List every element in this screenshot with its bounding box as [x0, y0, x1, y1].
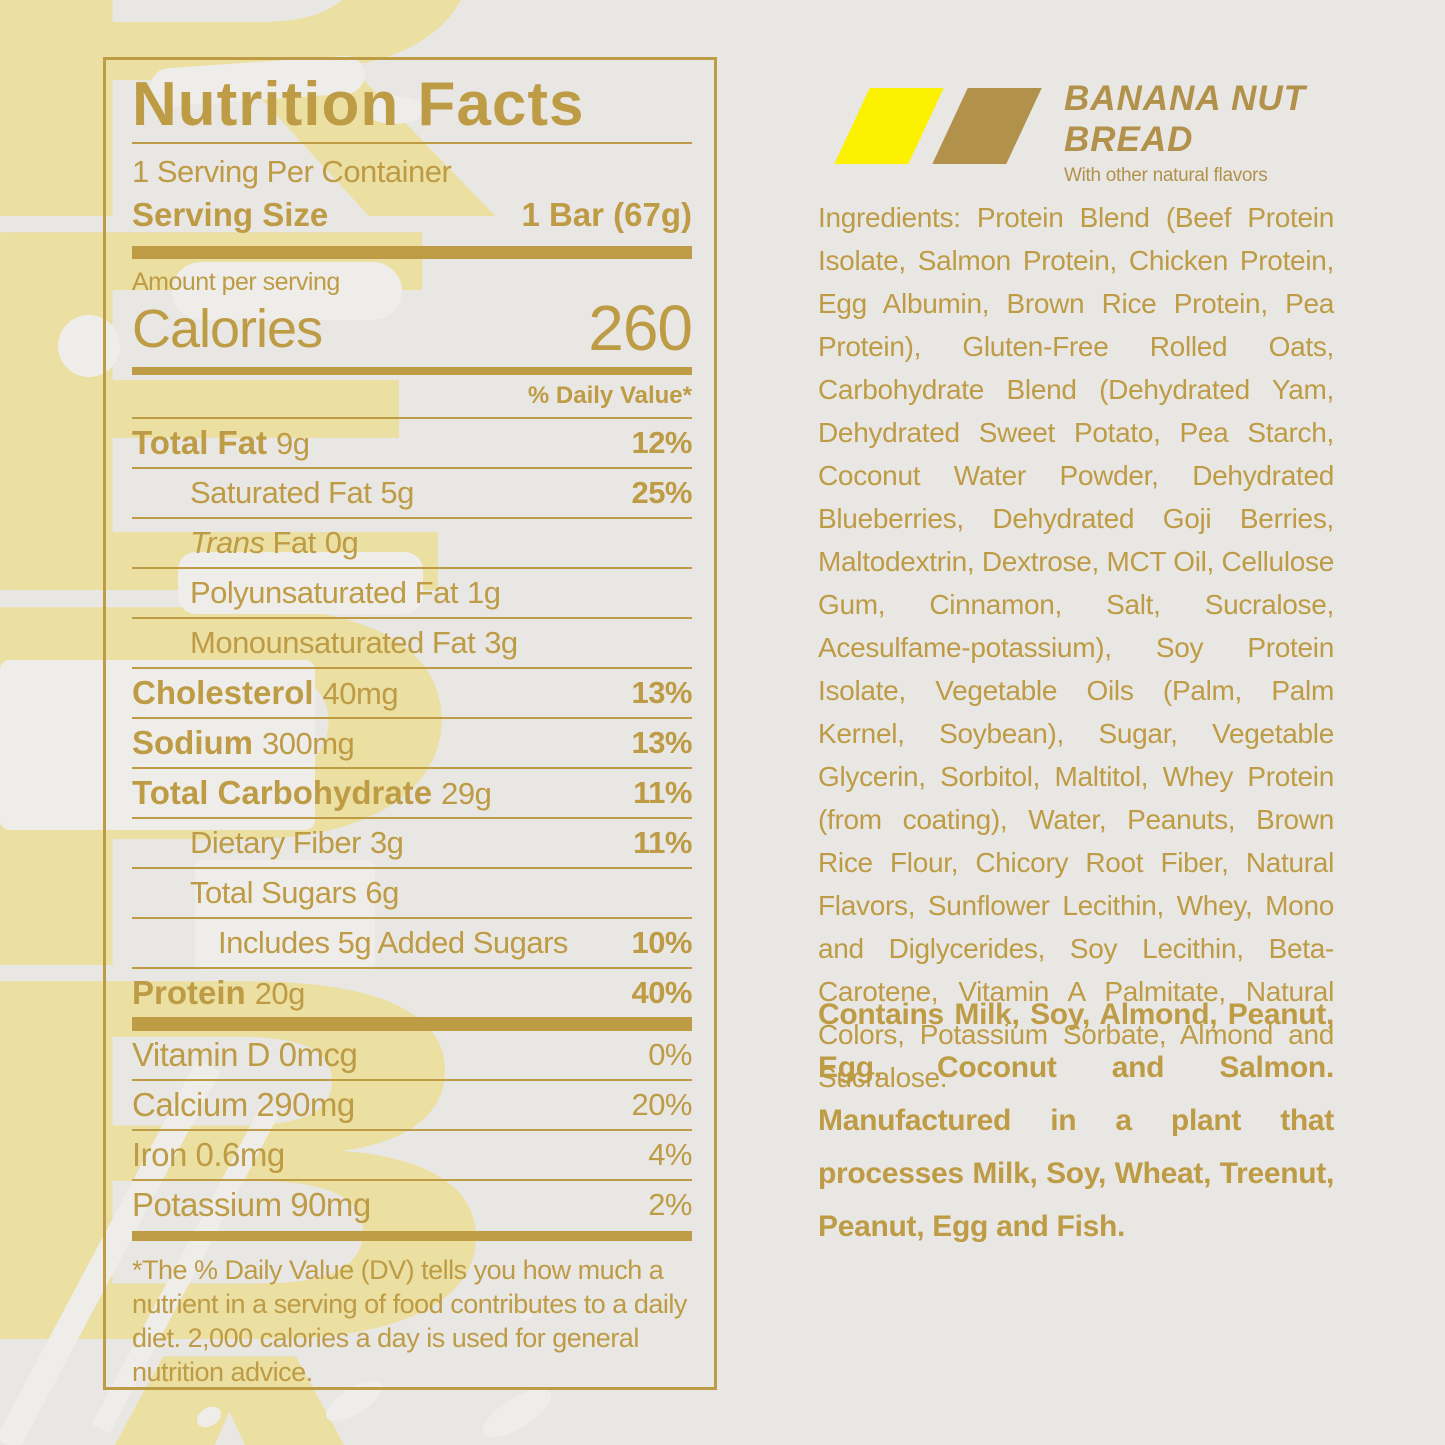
- nutrient-dv: 11%: [633, 825, 692, 860]
- nutrient-dv: 13%: [631, 725, 692, 760]
- nutrient-dv: 13%: [631, 675, 692, 710]
- flavor-name-line2: BREAD: [1064, 120, 1194, 159]
- nutrient-name: Sodium: [132, 724, 253, 761]
- nutrient-dv: 2%: [648, 1187, 692, 1222]
- distress-mark: [365, 96, 425, 124]
- nutrient-name: Iron 0.6mg: [132, 1136, 285, 1173]
- calories-label: Calories: [132, 299, 323, 359]
- nutrient-name-italic: Trans: [190, 525, 265, 560]
- background-watermark: REPBAR: [0, 0, 632, 1445]
- brand-logo: BANANA NUT BREAD With other natural flav…: [834, 79, 1306, 187]
- nutrient-name: Polyunsaturated Fat: [190, 575, 458, 610]
- serving-size-label: Serving Size: [132, 196, 329, 233]
- nutrient-row-protein: Protein 20g 40%: [132, 967, 692, 1017]
- nutrition-facts-title: Nutrition Facts: [132, 70, 585, 139]
- serving-size-row: Serving Size 1 Bar (67g): [132, 194, 692, 236]
- distress-mark: [58, 315, 120, 377]
- nutrient-dv: 40%: [631, 975, 692, 1010]
- nutrient-name: Fat: [272, 525, 316, 560]
- nutrient-row-total-sugars: Total Sugars 6g: [132, 867, 692, 917]
- nutrient-name: Total Carbohydrate: [132, 774, 433, 811]
- nutrition-facts-panel: Nutrition Facts 1 Serving Per Container …: [103, 57, 717, 1390]
- nutrient-amount: 9g: [276, 426, 310, 461]
- nutrient-amount: 40mg: [322, 676, 399, 711]
- ingredients-paragraph: Ingredients: Protein Blend (Beef Protein…: [818, 202, 1334, 1093]
- distress-mark: [172, 262, 402, 320]
- thick-divider: [132, 246, 692, 259]
- nutrient-row-total-fat: Total Fat 9g 12%: [132, 417, 692, 467]
- nutrient-amount: 3g: [484, 625, 518, 660]
- nutrient-row-saturated-fat: Saturated Fat 5g 25%: [132, 467, 692, 517]
- nutrient-name: Saturated Fat: [190, 475, 372, 510]
- nutrient-row-added-sugars: Includes 5g Added Sugars 10%: [132, 917, 692, 967]
- nutrient-dv: 0%: [648, 1037, 692, 1072]
- daily-value-header: % Daily Value*: [527, 382, 692, 409]
- micro-row-vitamin-d: Vitamin D 0mcg 0%: [132, 1031, 692, 1079]
- micro-row-calcium: Calcium 290mg 20%: [132, 1079, 692, 1129]
- logo-parallelogram-gold-icon: [932, 88, 1042, 164]
- amount-per-serving-label: Amount per serving: [132, 268, 340, 296]
- nutrient-dv: 10%: [631, 925, 692, 960]
- divider: [132, 142, 692, 144]
- nutrient-dv: 11%: [633, 775, 692, 810]
- nutrient-name: Dietary Fiber: [190, 825, 361, 860]
- allergen-statement: Contains Milk, Soy, Almond, Peanut, Egg,…: [818, 998, 1334, 1243]
- daily-value-footnote: *The % Daily Value (DV) tells you how mu…: [132, 1255, 687, 1387]
- logo-parallelogram-yellow-icon: [834, 88, 944, 164]
- nutrient-amount: 20g: [254, 976, 306, 1011]
- flavor-name-line1: BANANA NUT: [1064, 79, 1307, 118]
- nutrient-row-dietary-fiber: Dietary Fiber 3g 11%: [132, 817, 692, 867]
- nutrient-name: Potassium 90mg: [132, 1186, 371, 1223]
- micro-row-potassium: Potassium 90mg 2%: [132, 1179, 692, 1229]
- nutrient-dv: 12%: [631, 425, 692, 460]
- calories-row: Calories 260: [132, 292, 693, 364]
- nutrient-name: Protein: [132, 974, 246, 1011]
- nutrient-row-total-carbohydrate: Total Carbohydrate 29g 11%: [132, 767, 692, 817]
- nutrient-name: Vitamin D 0mcg: [132, 1036, 358, 1073]
- nutrient-row-cholesterol: Cholesterol 40mg 13%: [132, 667, 692, 717]
- nutrient-row-monounsaturated-fat: Monounsaturated Fat 3g: [132, 617, 692, 667]
- nutrient-dv: 4%: [648, 1137, 692, 1172]
- distress-mark: [0, 660, 315, 830]
- nutrient-row-sodium: Sodium 300mg 13%: [132, 717, 692, 767]
- watermark-letters: REPBAR: [0, 0, 512, 1445]
- nutrient-name: Total Fat: [132, 424, 268, 461]
- nutrient-dv: 25%: [631, 475, 692, 510]
- nutrient-amount: 3g: [369, 825, 404, 860]
- distress-mark: [195, 860, 375, 970]
- nutrient-amount: 0g: [324, 525, 359, 560]
- flavor-block: BANANA NUT BREAD With other natural flav…: [1064, 78, 1306, 187]
- medium-divider: [132, 367, 692, 375]
- distress-mark: [178, 552, 423, 614]
- nutrient-amount: 300mg: [262, 726, 355, 761]
- nutrient-name: Monounsaturated Fat: [190, 625, 476, 660]
- thick-divider: [132, 1017, 692, 1031]
- nutrient-name: Total Sugars: [190, 875, 357, 910]
- footnote-divider: [132, 1231, 692, 1241]
- nutrient-row-polyunsaturated-fat: Polyunsaturated Fat 1g: [132, 567, 692, 617]
- calories-value: 260: [588, 292, 693, 364]
- nutrient-name: Calcium 290mg: [132, 1086, 355, 1123]
- flavor-subtitle: With other natural flavors: [1064, 165, 1268, 186]
- nutrient-amount: 1g: [466, 575, 501, 610]
- nutrient-amount: 5g: [380, 475, 414, 510]
- servings-per-container: 1 Serving Per Container: [132, 154, 452, 189]
- nutrient-dv: 20%: [631, 1087, 692, 1122]
- nutrient-row-trans-fat: Trans Fat 0g: [132, 517, 692, 567]
- micro-row-iron: Iron 0.6mg 4%: [132, 1129, 692, 1179]
- serving-size-value: 1 Bar (67g): [521, 196, 692, 233]
- nutrient-name: Includes 5g Added Sugars: [218, 925, 568, 960]
- nutrient-amount: 29g: [441, 776, 492, 811]
- nutrient-name: Cholesterol: [132, 674, 314, 711]
- nutrient-amount: 6g: [365, 875, 399, 910]
